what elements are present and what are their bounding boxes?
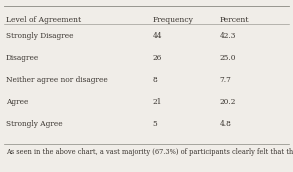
Text: 42.3: 42.3	[220, 32, 236, 40]
Text: 21: 21	[152, 98, 162, 106]
Text: Frequency: Frequency	[152, 16, 193, 24]
Text: 44: 44	[152, 32, 162, 40]
Text: Percent: Percent	[220, 16, 249, 24]
Text: 25.0: 25.0	[220, 54, 236, 62]
Text: Level of Agreement: Level of Agreement	[6, 16, 81, 24]
Text: Agree: Agree	[6, 98, 28, 106]
Text: Strongly Disagree: Strongly Disagree	[6, 32, 73, 40]
Text: 4.8: 4.8	[220, 120, 232, 128]
Text: 26: 26	[152, 54, 162, 62]
Text: 8: 8	[152, 76, 157, 84]
Text: As seen in the above chart, a vast majority (67.3%) of participants clearly felt: As seen in the above chart, a vast major…	[6, 148, 293, 156]
Text: 7.7: 7.7	[220, 76, 232, 84]
Text: 5: 5	[152, 120, 157, 128]
Text: Disagree: Disagree	[6, 54, 39, 62]
Text: Neither agree nor disagree: Neither agree nor disagree	[6, 76, 108, 84]
Text: Strongly Agree: Strongly Agree	[6, 120, 62, 128]
Text: 20.2: 20.2	[220, 98, 236, 106]
